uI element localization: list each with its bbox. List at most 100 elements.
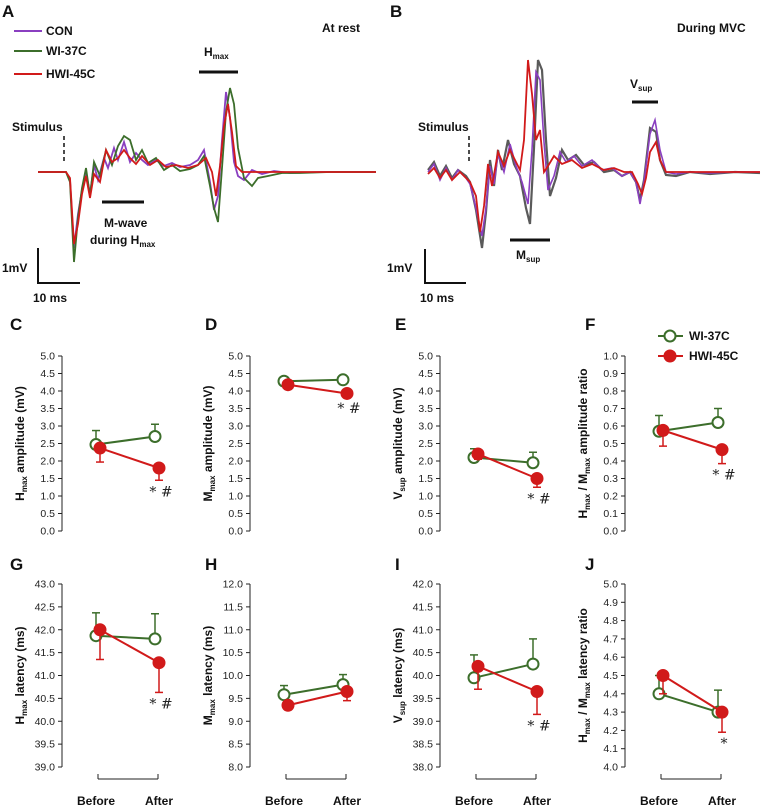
data-point — [467, 671, 481, 685]
y-axis-label: Hmax / Mmax latency ratio — [576, 608, 592, 743]
data-point — [530, 472, 544, 485]
y-tick-label: 39.0 — [35, 762, 56, 774]
legend-a: CON WI-37C HWI-45C — [14, 24, 96, 81]
data-point — [93, 623, 107, 637]
y-tick-label: 4.5 — [228, 368, 243, 380]
y-tick-label: 4.6 — [603, 652, 618, 664]
y-tick-label: 4.5 — [40, 368, 55, 380]
y-tick-label: 2.0 — [418, 456, 433, 468]
x-category-label: Before — [77, 794, 115, 808]
y-tick-label: 5.0 — [418, 351, 433, 363]
panel-letter-h: H — [205, 555, 217, 574]
y-tick-label: 40.0 — [35, 716, 56, 728]
y-axis-label: Hmax latency (ms) — [13, 626, 29, 724]
legend-label-wi37: WI-37C — [689, 329, 730, 343]
y-tick-label: 1.0 — [603, 351, 618, 363]
chart-j: J 4.0 4.1 4.2 4.3 4.4 4.5 4.6 4.7 4.8 4.9 5.0 Before… — [576, 555, 736, 808]
data-point — [152, 461, 166, 475]
chart-f: F 0.0 0.1 0.2 0.3 0.4 0.5 0.6 0.7 0.8 0.9 1.0 Hmax /… — [576, 315, 736, 538]
data-point — [526, 456, 540, 470]
y-tick-label: 9.5 — [228, 693, 243, 705]
series-line — [283, 378, 344, 383]
series-hwi-45c: * # — [471, 447, 551, 507]
y-tick-label: 40.0 — [413, 670, 434, 682]
y-tick-label: 4.0 — [603, 762, 618, 774]
trace-b-red — [427, 59, 760, 233]
series-wi-37c — [467, 638, 540, 685]
data-point — [277, 688, 291, 702]
y-tick-label: 3.0 — [40, 421, 55, 433]
y-tick-label: 0.8 — [603, 386, 618, 398]
significance-annotation: * # — [149, 696, 172, 712]
x-category-label: After — [333, 794, 361, 808]
significance-annotation: * # — [149, 484, 172, 500]
series-line — [473, 663, 534, 679]
y-tick-label: 5.0 — [228, 351, 243, 363]
data-point — [471, 447, 485, 461]
legend-label-hwi: HWI-45C — [46, 67, 96, 81]
data-point — [340, 386, 354, 400]
stimulus-label-b: Stimulus — [418, 120, 469, 134]
series-hwi-45c: * # — [93, 441, 173, 500]
y-tick-label: 41.5 — [35, 647, 56, 659]
y-tick-label: 2.0 — [228, 456, 243, 468]
y-tick-label: 0.0 — [228, 526, 243, 538]
y-tick-label: 0.5 — [603, 438, 618, 450]
series-line — [662, 674, 723, 713]
significance-annotation: * # — [337, 401, 360, 417]
trace-a-wi — [38, 87, 376, 263]
y-tick-label: 40.5 — [413, 647, 434, 659]
y-tick-label: 43.0 — [35, 579, 56, 591]
data-point — [471, 659, 485, 673]
data-point — [281, 378, 295, 392]
panel-letter-e: E — [395, 315, 406, 334]
series-wi-37c — [277, 673, 350, 702]
y-tick-label: 4.8 — [603, 615, 618, 627]
y-tick-label: 0.0 — [603, 526, 618, 538]
chart-c: C 0.0 0.5 1.0 1.5 2.0 2.5 3.0 3.5 4.0 4.5 5.0 Hmax a… — [10, 315, 173, 538]
y-tick-label: 0.3 — [603, 473, 618, 485]
y-tick-label: 11.0 — [223, 624, 243, 636]
y-tick-label: 11.5 — [223, 601, 243, 613]
y-tick-label: 1.0 — [40, 491, 55, 503]
series-line — [477, 665, 538, 693]
v-sup-label: Vsup — [630, 77, 652, 93]
condition-label-b: During MVC — [677, 21, 746, 35]
y-tick-label: 2.5 — [40, 438, 55, 450]
x-category-label: Before — [455, 794, 493, 808]
y-tick-label: 0.7 — [603, 403, 618, 415]
m-wave-label: M-wave — [104, 216, 148, 230]
panel-b-traces: B During MVC Stimulus Vsup Msup 1mV 10 m… — [387, 2, 761, 305]
y-tick-label: 0.5 — [40, 508, 55, 520]
series-line — [99, 628, 160, 664]
y-tick-label: 8.0 — [228, 762, 243, 774]
y-tick-label: 4.1 — [603, 743, 618, 755]
y-tick-label: 40.5 — [35, 693, 56, 705]
y-tick-label: 3.5 — [418, 403, 433, 415]
series-line — [473, 456, 534, 464]
y-tick-label: 0.5 — [418, 508, 433, 520]
series-line — [99, 447, 160, 469]
series-line — [477, 453, 538, 480]
y-tick-label: 38.5 — [413, 739, 434, 751]
y-tick-label: 4.4 — [603, 688, 618, 700]
series-hwi-45c: * # — [281, 378, 361, 417]
series-hwi-45c: * — [656, 669, 729, 752]
data-point — [656, 669, 670, 682]
y-tick-label: 0.6 — [603, 421, 618, 433]
scale-t-a: 10 ms — [33, 291, 67, 305]
series-line — [95, 435, 156, 446]
y-tick-label: 8.5 — [228, 739, 243, 751]
y-tick-label: 4.0 — [228, 386, 243, 398]
data-point — [336, 373, 350, 387]
trace-a-hwi — [38, 103, 376, 245]
y-tick-label: 0.1 — [603, 508, 618, 520]
y-tick-label: 5.0 — [40, 351, 55, 363]
data-point — [656, 423, 670, 437]
panel-letter-a: A — [2, 2, 14, 21]
series-line — [283, 683, 344, 696]
y-tick-label: 0.9 — [603, 368, 618, 380]
data-point — [148, 430, 162, 443]
data-point — [93, 441, 107, 455]
panel-letter-c: C — [10, 315, 22, 334]
